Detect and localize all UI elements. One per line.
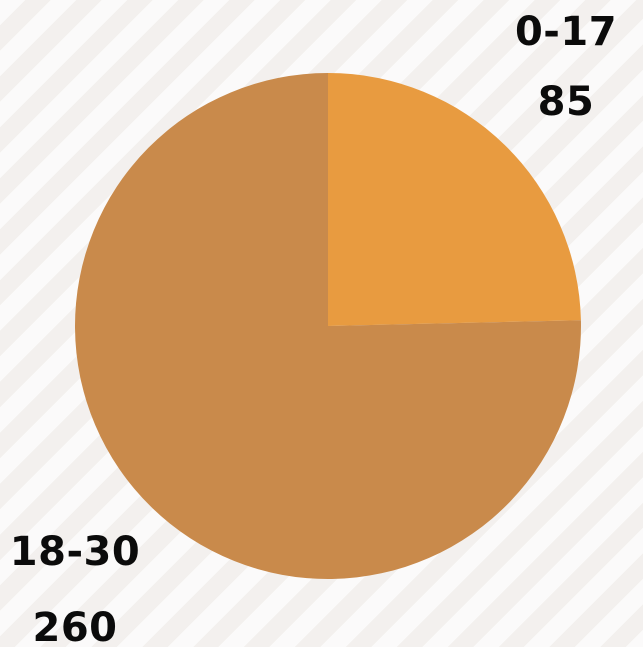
slice-label-0-17-category: 0-17 <box>514 9 618 55</box>
slice-label-0-17: 0-17 85 <box>511 12 621 122</box>
slice-label-18-30-value: 260 <box>32 605 118 647</box>
slice-label-18-30: 18-30 260 <box>4 532 146 647</box>
pie-slice-18-30 <box>74 72 581 580</box>
pie-slice-0-17 <box>328 73 581 326</box>
slice-label-18-30-category: 18-30 <box>9 529 141 575</box>
slice-label-0-17-value: 85 <box>537 79 595 125</box>
